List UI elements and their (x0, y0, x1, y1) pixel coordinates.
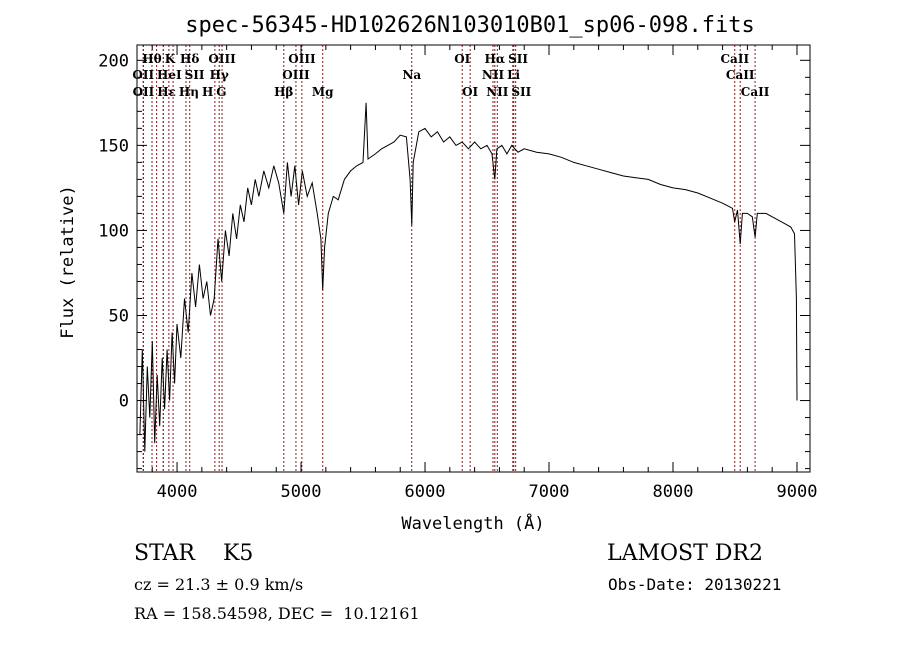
spectral-line-label: Hα (485, 52, 506, 66)
spectral-line-label: OII (133, 85, 155, 99)
spectral-line-label: G (216, 85, 226, 99)
chart-title: spec-56345-HD102626N103010B01_sp06-098.f… (185, 13, 755, 38)
spectral-line-label: SII (185, 68, 205, 82)
x-axis-label: Wavelength (Å) (401, 512, 544, 534)
object-class: STAR K5 (134, 541, 253, 566)
spectral-line-label: OI (462, 85, 478, 99)
spectral-line-label: OIII (282, 68, 310, 82)
y-tick-label: 50 (109, 306, 129, 326)
x-tick-label: 5000 (281, 482, 322, 502)
redshift-text: cz = 21.3 ± 0.9 km/s (134, 575, 303, 594)
spectral-line-label: Hη (179, 85, 199, 99)
spectral-line-label: OIII (208, 52, 236, 66)
x-tick-label: 6000 (405, 482, 446, 502)
x-tick-label: 7000 (529, 482, 570, 502)
spectral-line-label: Hθ (142, 52, 161, 66)
spectral-line-label: Hγ (210, 68, 229, 82)
y-tick-label: 150 (98, 136, 129, 156)
spectral-line-label: CaII (726, 68, 755, 82)
spectral-line-label: Hβ (274, 85, 293, 99)
spectral-line-label: SII (508, 52, 528, 66)
y-axis-label: Flux (relative) (58, 185, 78, 339)
y-tick-label: 200 (98, 51, 129, 71)
spectrum-line (139, 102, 798, 452)
spectral-line-label: Hδ (180, 52, 199, 66)
spectral-line-label: H (202, 85, 213, 99)
spectral-line-label: CaII (721, 52, 750, 66)
spectral-line-label: OIII (288, 52, 316, 66)
x-tick-label: 8000 (653, 482, 694, 502)
spectral-line-label: Hε (157, 85, 176, 99)
obs-date: Obs-Date: 20130221 (608, 575, 781, 594)
spectral-line-label: K (165, 52, 176, 66)
x-tick-label: 4000 (157, 482, 198, 502)
y-tick-label: 100 (98, 221, 129, 241)
spectral-line-label: Li (507, 68, 520, 82)
spectral-line-label: OI (454, 52, 470, 66)
coordinates: RA = 158.54598, DEC = 10.12161 (134, 604, 420, 623)
spectral-line-label: CaII (741, 85, 770, 99)
spectral-line-label: HeI (157, 68, 182, 82)
spectral-line-label: Mg (312, 85, 334, 99)
spectral-line-label: NII (482, 68, 505, 82)
spectral-line-label: OII (132, 68, 154, 82)
spectral-line-label: NII (486, 85, 509, 99)
x-tick-label: 9000 (777, 482, 818, 502)
spectral-line-label: SII (511, 85, 531, 99)
plot-frame (136, 44, 811, 473)
survey-name: LAMOST DR2 (607, 541, 763, 566)
y-tick-label: 0 (119, 392, 129, 412)
spectral-line-label: Na (402, 68, 421, 82)
